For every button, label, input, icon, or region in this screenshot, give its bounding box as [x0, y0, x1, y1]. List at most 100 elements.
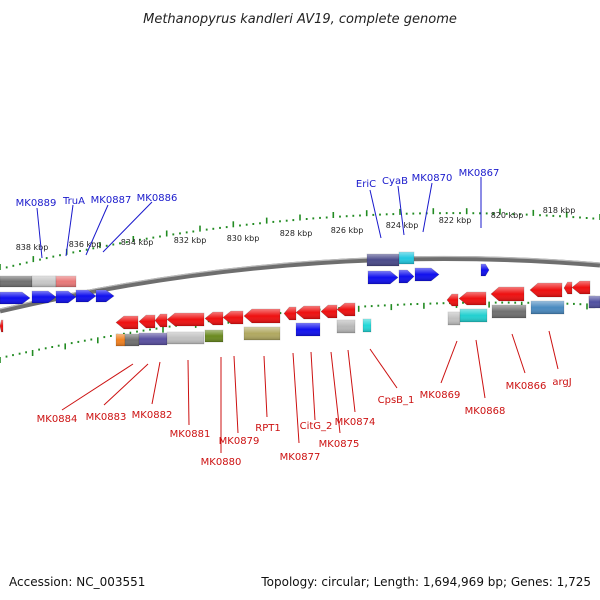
- cds-reverse-shade: [116, 316, 138, 329]
- gene-MK0874-callout-line: [347, 349, 356, 413]
- gene-MK0886-label: MK0886: [137, 193, 178, 204]
- gene-MK0880-label: MK0880: [201, 457, 242, 468]
- cds-reverse-shade: [572, 281, 590, 294]
- gene-MK0883-callout-line: [103, 363, 149, 406]
- gene-CyaB-label: CyaB: [382, 176, 408, 187]
- cog-block-shade: [460, 309, 487, 322]
- scale-tick-label: 838 kbp: [16, 243, 49, 252]
- cds-forward-shade: [415, 268, 439, 281]
- cds-forward-shade: [32, 291, 56, 303]
- gene-CyaB-callout-line: [397, 185, 405, 236]
- gene-MK0881-label: MK0881: [170, 429, 211, 440]
- cds-forward-shade: [96, 290, 114, 302]
- cog-block-shade: [296, 323, 320, 336]
- scale-tick-label: 824 kbp: [386, 221, 419, 230]
- cds-reverse-shade: [296, 306, 320, 319]
- cds-forward-shade: [399, 270, 414, 283]
- scale-tick-label: 834 kbp: [121, 238, 154, 247]
- gene-CitG_2-callout-line: [310, 351, 316, 421]
- cog-block-shade: [337, 320, 355, 333]
- cog-block-shade: [125, 334, 139, 346]
- genome-summary-text: Topology: circular; Length: 1,694,969 bp…: [260, 575, 591, 589]
- gene-argJ-label: argJ: [552, 377, 571, 388]
- gene-MK0882-callout-line: [151, 361, 161, 405]
- scale-tick-label: 830 kbp: [227, 234, 260, 243]
- accession-text: Accession: NC_003551: [9, 575, 145, 589]
- gene-MK0881-callout-line: [187, 359, 190, 426]
- gene-RPT1-label: RPT1: [255, 423, 280, 434]
- scale-tick-label: 828 kbp: [280, 229, 313, 238]
- scale-tick-label: 826 kbp: [331, 226, 364, 235]
- gene-EriC-callout-line: [369, 189, 382, 239]
- gene-CpsB_1-label: CpsB_1: [378, 395, 415, 406]
- gene-callouts: MK0889 TruA MK0887 MK0886 EriC CyaB MK0870 MK08…: [16, 168, 572, 468]
- cog-block-shade: [492, 305, 526, 318]
- gene-MK0877-callout-line: [292, 352, 300, 444]
- gene-MK0879-label: MK0879: [219, 436, 260, 447]
- gene-MK0866-label: MK0866: [506, 381, 547, 392]
- scale-tick-labels: 838 kbp 836 kbp 834 kbp 832 kbp 830 kbp 828 k…: [16, 206, 576, 252]
- gene-MK0867-label: MK0867: [459, 168, 500, 179]
- cds-reverse-shade: [530, 283, 562, 297]
- cog-block-shade: [0, 276, 32, 287]
- gene-MK0882-label: MK0882: [132, 410, 173, 421]
- cog-block-shade: [56, 276, 76, 287]
- gene-MK0887-callout-line: [85, 204, 109, 256]
- cds-reverse-shade: [223, 311, 243, 324]
- cog-block-shade: [32, 276, 56, 287]
- gene-MK0884-callout-line: [61, 363, 134, 411]
- cds-reverse-shade: [459, 292, 486, 305]
- cog-block-shade: [116, 334, 125, 346]
- outer-scale-ring: [0, 208, 600, 270]
- cog-block-shade: [139, 333, 167, 345]
- gene-MK0884-label: MK0884: [37, 414, 78, 425]
- cds-reverse-shade: [447, 294, 458, 306]
- cog-block-shade: [399, 252, 414, 264]
- cds-forward-shade: [56, 291, 76, 303]
- gene-MK0889-label: MK0889: [16, 198, 57, 209]
- cog-block-shade: [167, 332, 204, 344]
- genome-backbone: [0, 256, 600, 314]
- cog-block-shade: [531, 301, 564, 314]
- cog-block-shade: [589, 296, 600, 308]
- scale-tick-label: 820 kbp: [491, 211, 524, 220]
- map-title: Methanopyrus kandleri AV19, complete gen…: [143, 12, 457, 27]
- gene-MK0875-callout-line: [330, 351, 341, 434]
- gene-MK0866-callout-line: [511, 333, 526, 374]
- gene-MK0869-callout-line: [440, 340, 458, 384]
- gene-MK0870-callout-line: [422, 182, 433, 233]
- feature-tracks: [0, 251, 600, 347]
- cds-reverse-shade: [0, 320, 3, 332]
- gene-MK0869-label: MK0869: [420, 390, 461, 401]
- scale-tick-label: 822 kbp: [439, 216, 472, 225]
- gene-MK0887-label: MK0887: [91, 195, 132, 206]
- gene-MK0874-label: MK0874: [335, 417, 376, 428]
- cog-block-shade: [205, 330, 223, 342]
- scale-tick-label: 818 kbp: [543, 206, 576, 215]
- cds-reverse-shade: [284, 307, 296, 320]
- gene-TruA-label: TruA: [62, 196, 85, 207]
- cds-reverse-shade: [139, 315, 155, 328]
- gene-MK0875-label: MK0875: [319, 439, 360, 450]
- cds-forward-shade: [0, 292, 30, 304]
- gene-CitG_2-label: CitG_2: [300, 421, 333, 432]
- gene-MK0883-label: MK0883: [86, 412, 127, 423]
- scale-tick-label: 836 kbp: [69, 240, 102, 249]
- cog-block-shade: [448, 312, 460, 325]
- cds-forward-shade: [368, 271, 398, 284]
- cds-reverse-shade: [244, 309, 280, 323]
- cds-reverse-shade: [491, 287, 524, 301]
- cog-block-shade: [367, 254, 399, 266]
- gene-EriC-label: EriC: [356, 179, 376, 190]
- scale-tick-label: 832 kbp: [174, 236, 207, 245]
- cog-block-shade: [363, 319, 371, 332]
- gene-MK0879-callout-line: [233, 355, 239, 434]
- cds-forward-shade: [76, 290, 96, 302]
- gene-argJ-callout-line: [548, 330, 559, 370]
- gene-TruA-callout-line: [65, 204, 74, 257]
- cds-reverse-shade: [321, 305, 337, 318]
- cds-reverse-shade: [564, 282, 572, 294]
- gene-MK0870-label: MK0870: [412, 173, 453, 184]
